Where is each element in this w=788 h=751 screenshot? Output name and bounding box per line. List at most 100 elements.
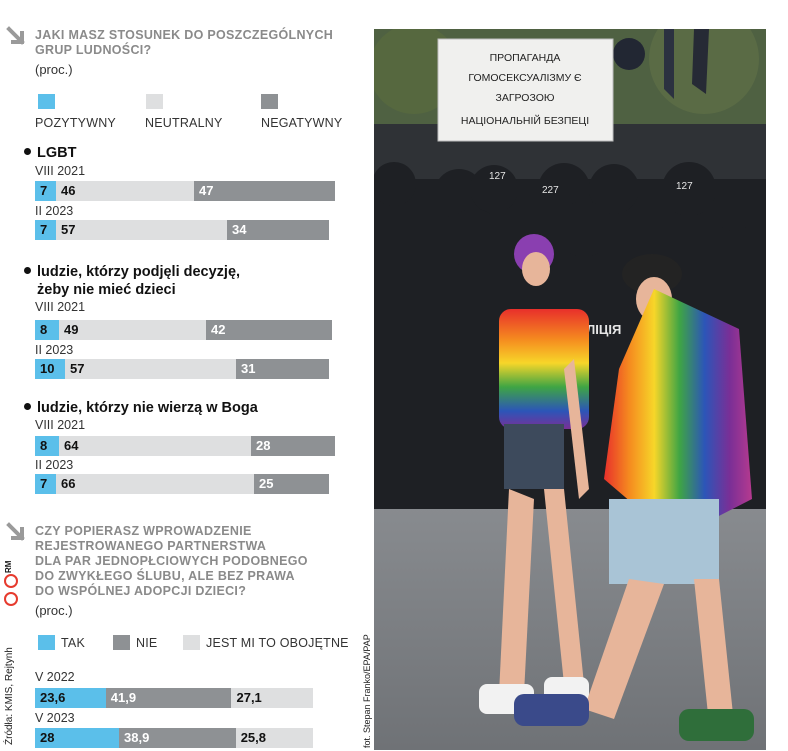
data-label: 34	[232, 222, 247, 237]
bar-segment-indifferent: 25,8	[235, 728, 314, 748]
bar-segment-no: 41,9	[105, 688, 232, 708]
legend-swatch-indifferent	[183, 635, 200, 650]
helmet-number: 127	[489, 171, 506, 182]
legend-label-yes: TAK	[61, 636, 85, 650]
data-label: 38,9	[124, 730, 150, 745]
data-label: 47	[199, 183, 214, 198]
stacked-bar: 23,6 41,9 27,1	[35, 688, 313, 708]
data-label: 42	[211, 322, 226, 337]
bar-segment-neutral: 66	[56, 474, 254, 494]
bar-segment-positive: 7	[35, 474, 56, 494]
logo-circle-icon	[4, 592, 18, 606]
data-label: 8	[40, 438, 48, 453]
stacked-bar: 8 49 42	[35, 320, 332, 340]
stacked-bar: 28 38,9 25,8	[35, 728, 314, 748]
bar-segment-yes: 23,6	[35, 688, 106, 708]
bullet-icon	[24, 402, 31, 410]
data-label: 8	[40, 322, 48, 337]
data-label: 27,1	[236, 690, 262, 705]
legend-swatch-neutral	[146, 94, 163, 109]
person-left	[479, 234, 589, 714]
q1-unit: (proc.)	[35, 62, 73, 77]
q2-title: CZY POPIERASZ WPROWADZENIE REJESTROWANEG…	[35, 524, 308, 598]
legend-swatch-negative	[261, 94, 278, 109]
group-title-non-believers: ludzie, którzy nie wierzą w Boga	[24, 399, 258, 417]
stacked-bar: 7 57 34	[35, 220, 329, 240]
banner-line: ПРОПАГАНДА	[490, 52, 561, 64]
period-label: VIII 2021	[35, 300, 86, 314]
bar-segment-positive: 10	[35, 359, 65, 379]
bullet-icon	[24, 266, 31, 274]
q2-unit: (proc.)	[35, 603, 73, 618]
period-label: II 2023	[35, 458, 74, 472]
arrow-down-right-icon	[6, 522, 25, 541]
photo-illustration: 127 227 127 ПОЛІЦІЯ ПРОПАГАНДА ГОМОСЕКСУ…	[374, 29, 766, 750]
legend-label-indifferent: JEST MI TO OBOJĘTNE	[206, 636, 349, 650]
bar-segment-no: 38,9	[119, 728, 236, 748]
bar-segment-positive: 8	[35, 320, 59, 340]
banner-line: ГОМОСЕКСУАЛІЗМУ Є	[468, 72, 582, 84]
legend-label-no: NIE	[136, 636, 158, 650]
stacked-bar: 10 57 31	[35, 359, 329, 379]
helmet-number: 127	[676, 181, 693, 192]
group-title-lgbt: LGBT	[24, 144, 76, 162]
data-label: 46	[61, 183, 76, 198]
data-label: 7	[40, 476, 48, 491]
stacked-bar: 8 64 28	[35, 436, 335, 456]
stacked-bar: 7 66 25	[35, 474, 329, 494]
bar-segment-negative: 34	[227, 220, 329, 240]
bar-segment-negative: 47	[194, 181, 335, 201]
data-label: 28	[40, 730, 55, 745]
data-label: 23,6	[40, 690, 66, 705]
period-label: VIII 2021	[35, 164, 86, 178]
bar-segment-positive: 7	[35, 220, 56, 240]
bar-segment-negative: 31	[236, 359, 329, 379]
data-label: 7	[40, 183, 48, 198]
banner-line: ЗАГРОЗОЮ	[496, 92, 555, 104]
photo-credit: fot. Stepan Franko/EPA/PAP	[362, 634, 372, 748]
data-label: 66	[61, 476, 76, 491]
source-note: Źródła: KMIS, Rejtynh	[4, 647, 15, 745]
data-label: 49	[64, 322, 79, 337]
bar-segment-neutral: 57	[56, 220, 227, 240]
helmet-number: 227	[542, 185, 559, 196]
bar-segment-positive: 7	[35, 181, 56, 201]
data-label: 31	[241, 361, 256, 376]
bullet-icon	[24, 147, 31, 155]
bar-segment-negative: 25	[254, 474, 329, 494]
period-label: VIII 2021	[35, 418, 86, 432]
legend-label-negative: NEGATYWNY	[261, 116, 343, 130]
legend-label-neutral: NEUTRALNY	[145, 116, 223, 130]
period-label: V 2022	[35, 670, 75, 684]
period-label: V 2023	[35, 711, 75, 725]
data-label: 25	[259, 476, 274, 491]
bar-segment-neutral: 46	[56, 181, 194, 201]
period-label: II 2023	[35, 204, 74, 218]
data-label: 41,9	[110, 690, 137, 705]
data-label: 57	[61, 222, 76, 237]
stacked-bar: 7 46 47	[35, 181, 335, 201]
bar-segment-negative: 28	[251, 436, 335, 456]
data-label: 10	[40, 361, 55, 376]
bar-segment-neutral: 57	[65, 359, 236, 379]
banner-line: НАЦІОНАЛЬНІЙ БЕЗПЕЦІ	[461, 114, 589, 127]
bar-segment-yes: 28	[35, 728, 119, 748]
q1-title: JAKI MASZ STOSUNEK DO POSZCZEGÓLNYCH GRU…	[35, 28, 334, 57]
legend-swatch-positive	[38, 94, 55, 109]
bar-segment-negative: 42	[206, 320, 332, 340]
bar-segment-indifferent: 27,1	[231, 688, 313, 708]
data-label: 28	[256, 438, 271, 453]
bar-segment-neutral: 49	[59, 320, 206, 340]
source-logo: RM	[4, 560, 13, 573]
photo: 127 227 127 ПОЛІЦІЯ ПРОПАГАНДА ГОМОСЕКСУ…	[374, 29, 766, 750]
legend-label-positive: POZYTYWNY	[35, 116, 116, 130]
legend-swatch-yes	[38, 635, 55, 650]
legend-swatch-no	[113, 635, 130, 650]
data-label: 57	[70, 361, 85, 376]
bar-segment-positive: 8	[35, 436, 59, 456]
arrow-down-right-icon	[6, 26, 25, 45]
group-title-no-children: ludzie, którzy podjęli decyzję, żeby nie…	[24, 263, 240, 299]
person-right	[514, 254, 754, 741]
data-label: 7	[40, 222, 48, 237]
data-label: 64	[64, 438, 79, 453]
